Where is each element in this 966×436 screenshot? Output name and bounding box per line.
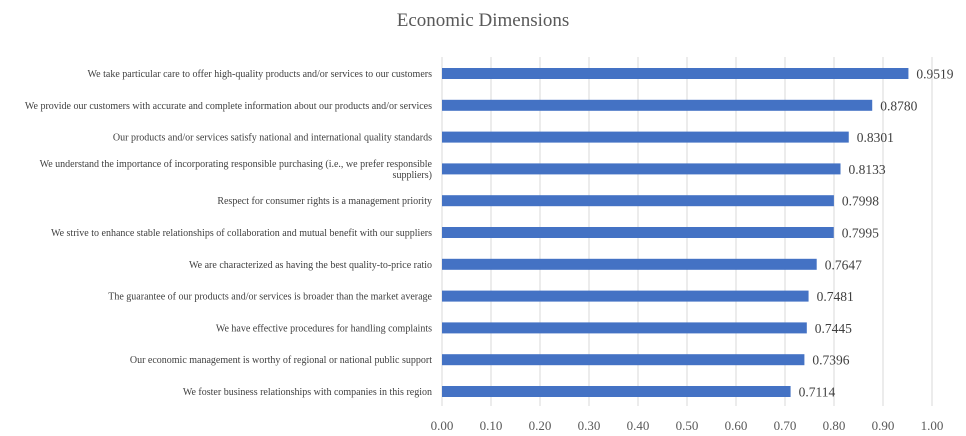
bar [442,68,909,79]
category-label: Our economic management is worthy of reg… [130,355,432,366]
category-label: We strive to enhance stable relationship… [51,228,432,239]
bar [442,163,841,175]
x-tick-label: 0.10 [480,418,503,431]
category-label: We are characterized as having the best … [189,260,432,271]
x-tick-label: 0.90 [872,418,895,431]
data-label: 0.7998 [842,194,879,209]
category-label: Respect for consumer rights is a managem… [217,196,432,207]
x-tick-label: 0.60 [725,418,748,431]
data-label: 0.8133 [849,162,886,177]
bar [442,131,849,143]
category-label: We understand the importance of incorpor… [40,159,433,181]
x-tick-label: 0.30 [578,418,601,431]
bar [442,195,834,207]
data-label: 0.7647 [825,257,862,272]
category-label: We provide our customers with accurate a… [25,101,432,112]
category-label: We take particular care to offer high-qu… [88,69,433,80]
bar [442,354,805,366]
category-label: The guarantee of our products and/or ser… [108,292,432,303]
bar [442,227,834,238]
data-label: 0.9519 [916,67,953,82]
x-tick-label: 0.40 [627,418,650,431]
bar [442,290,809,302]
bar [442,386,791,397]
data-label: 0.7481 [817,289,854,304]
x-tick-label: 0.80 [823,418,846,431]
category-label: We have effective procedures for handlin… [216,323,432,334]
x-tick-label: 0.20 [529,418,552,431]
data-label: 0.8301 [857,130,894,145]
bar [442,322,807,334]
category-label: Our products and/or services satisfy nat… [113,133,432,144]
data-label: 0.7445 [815,321,852,336]
data-label: 0.8780 [880,98,917,113]
x-tick-label: 0.00 [431,418,454,431]
data-label: 0.7396 [812,353,849,368]
x-tick-label: 0.70 [774,418,797,431]
x-tick-label: 1.00 [921,418,944,431]
data-label: 0.7114 [799,385,836,400]
bar [442,258,817,270]
chart-title: Economic Dimensions [397,10,570,31]
category-label: We foster business relationships with co… [183,387,432,398]
data-label: 0.7995 [842,226,879,241]
bar [442,99,873,111]
x-tick-label: 0.50 [676,418,699,431]
